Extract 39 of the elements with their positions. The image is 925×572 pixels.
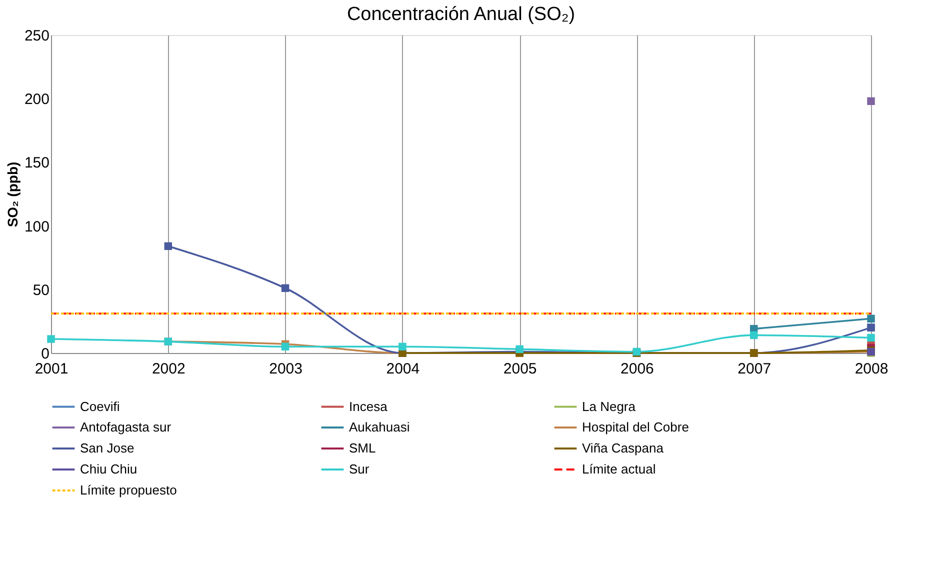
legend-label: Límite propuesto (80, 482, 177, 498)
point (281, 284, 290, 292)
legend-label: Sur (349, 462, 370, 476)
y-tick-label: 50 (32, 282, 50, 299)
y-tick-label: 0 (41, 346, 50, 362)
chart-title: Concentración Anual (SO₂) (346, 4, 576, 25)
x-tick-label: 2004 (386, 360, 420, 378)
legend-label: Chiu Chiu (80, 462, 138, 476)
y-tick-label: 150 (24, 154, 50, 172)
legend-label: SML (349, 440, 376, 456)
x-tick-label: 2003 (269, 360, 302, 378)
x-tick-label: 2006 (620, 360, 654, 378)
x-tick-label: 2001 (34, 360, 68, 378)
y-axis-title: SO₂ (ppb) (4, 162, 20, 228)
y-tick-label: 250 (24, 28, 50, 44)
point (164, 242, 172, 250)
point (516, 345, 524, 354)
legend-label: Antofagasta sur (80, 420, 172, 434)
x-tick-label: 2005 (503, 360, 537, 378)
x-tick-label: 2002 (152, 360, 186, 378)
point (398, 342, 406, 351)
x-tick-label: 2007 (738, 360, 772, 378)
y-tick-label: 200 (24, 91, 50, 108)
point (281, 342, 290, 351)
legend-label: Coevifi (80, 398, 120, 414)
legend-label: Incesa (349, 398, 388, 414)
legend-label: Aukahuasi (349, 420, 410, 434)
point (867, 334, 875, 342)
point (750, 331, 758, 340)
legend-label: Hospital del Cobre (582, 420, 689, 434)
legend-label: Viña Caspana (582, 440, 664, 456)
legend-label: Límite actual (582, 462, 656, 476)
y-tick-label: 100 (24, 218, 50, 236)
point (867, 97, 875, 106)
x-tick-label: 2008 (854, 360, 888, 378)
legend-label: San Jose (80, 440, 134, 456)
point (47, 335, 55, 343)
legend-label: La Negra (582, 398, 636, 414)
point (867, 314, 875, 323)
